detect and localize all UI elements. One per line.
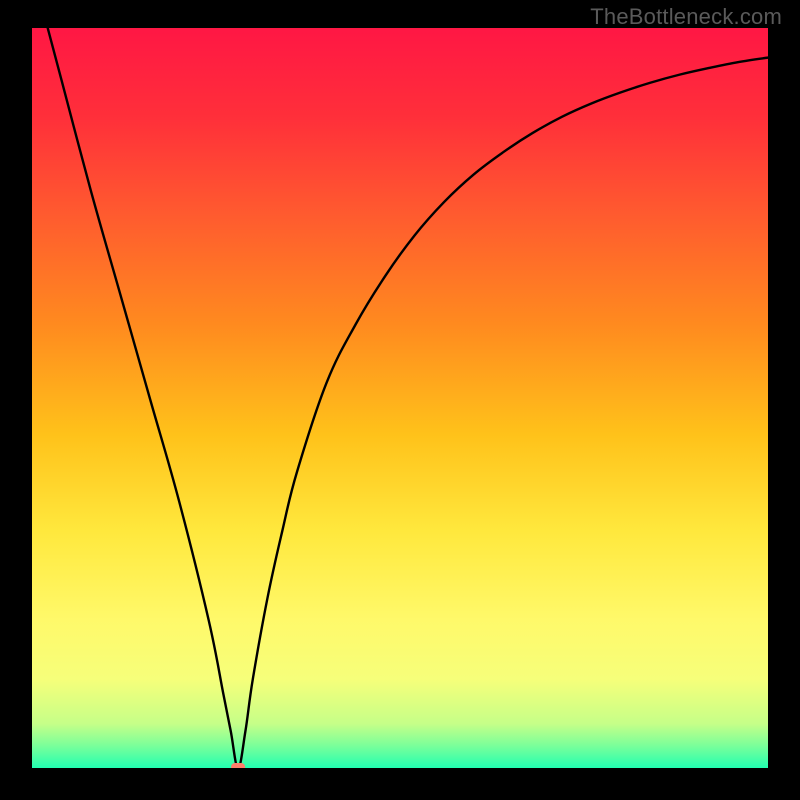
bottleneck-chart	[32, 28, 768, 768]
chart-container: TheBottleneck.com	[0, 0, 800, 800]
plot-area	[32, 28, 768, 768]
watermark-text: TheBottleneck.com	[590, 4, 782, 30]
gradient-background	[32, 28, 768, 768]
min-marker	[231, 763, 245, 768]
